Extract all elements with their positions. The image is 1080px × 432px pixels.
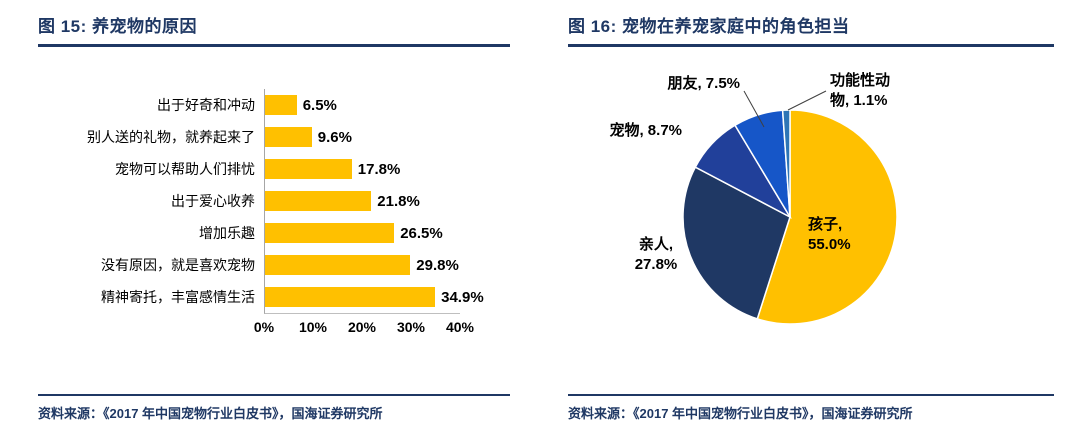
bar-value-label: 29.8% (416, 256, 459, 274)
figure-16-panel: 图 16: 宠物在养宠家庭中的角色担当 孩子, 55.0% 亲人, 27.8% 宠物, … (568, 12, 1054, 422)
pie-label-text: 孩子, (808, 216, 843, 233)
figure-15-title-rule (38, 44, 510, 47)
bar-category-label: 出于爱心收养 (171, 193, 255, 209)
bar-chart: 出于好奇和冲动别人送的礼物，就养起来了宠物可以帮助人们排忧出于爱心收养增加乐趣没… (38, 89, 510, 339)
bar-value-label: 26.5% (400, 224, 443, 242)
figure-15-panel: 图 15: 养宠物的原因 出于好奇和冲动别人送的礼物，就养起来了宠物可以帮助人们… (38, 12, 510, 422)
bar-row: 29.8% (265, 249, 460, 281)
pie-slice-1 (682, 166, 791, 320)
bar-row: 9.6% (265, 121, 460, 153)
pie-label-text: 朋友, 7.5% (667, 75, 740, 92)
bar-category-label: 精神寄托，丰富感情生活 (101, 289, 255, 305)
bar-value-label: 9.6% (317, 128, 352, 146)
x-axis-tick-label: 0% (253, 319, 275, 335)
bar-value-label: 6.5% (302, 96, 337, 114)
figure-15-footer-rule (38, 394, 510, 396)
pie-slice-4 (781, 109, 791, 218)
x-axis-tick-label: 30% (396, 319, 426, 335)
bar-category-label: 别人送的礼物，就养起来了 (87, 129, 255, 145)
figure-15-title: 图 15: 养宠物的原因 (38, 17, 198, 36)
bar-plot-column: 6.5% 9.6% 17.8% 21.8% 26.5% 29.8% 34.9% 0% 10% 20… (254, 89, 504, 339)
pie-label-2: 宠物, 8.7% (590, 121, 682, 141)
bar-row: 17.8% (265, 153, 460, 185)
x-axis-tick-label: 20% (347, 319, 377, 335)
bar-value-label: 34.9% (441, 288, 484, 306)
pie-label-text: 亲人, (638, 236, 674, 253)
figure-16-source: 资料来源：《2017 年中国宠物行业白皮书》，国海证券研究所 (568, 406, 913, 421)
bar-row: 34.9% (265, 281, 484, 313)
figure-16-title-rule (568, 44, 1054, 47)
figure-15-source: 资料来源：《2017 年中国宠物行业白皮书》，国海证券研究所 (38, 406, 383, 421)
x-axis-tick-label: 40% (445, 319, 475, 335)
pie-svg (682, 90, 898, 325)
bar (265, 287, 436, 307)
pie-leader-line (787, 90, 827, 111)
pie-chart: 孩子, 55.0% 亲人, 27.8% 宠物, 8.7% 朋友, 7.5% 功能性动物, 1… (568, 47, 1054, 359)
x-axis-tick-label: 10% (298, 319, 328, 335)
pie-leader-line (743, 90, 765, 128)
figure-16-footer-rule (568, 394, 1054, 396)
bar-row: 26.5% (265, 217, 460, 249)
figure-16-title: 图 16: 宠物在养宠家庭中的角色担当 (568, 17, 850, 36)
bar-category-labels: 出于好奇和冲动别人送的礼物，就养起来了宠物可以帮助人们排忧出于爱心收养增加乐趣没… (38, 89, 264, 339)
pie-slice-0 (756, 109, 898, 325)
pie-label-text: 物, 1.1% (830, 91, 888, 109)
bar (265, 255, 411, 275)
pie-label-0: 孩子, 55.0% (808, 215, 851, 254)
pie-label-text: 功能性动 (830, 72, 891, 89)
pie-label-4: 功能性动物, 1.1% (830, 71, 920, 110)
bar-row: 21.8% (265, 185, 460, 217)
bar (265, 191, 372, 211)
pie-label-3: 朋友, 7.5% (640, 74, 740, 94)
bar (265, 223, 395, 243)
bar (265, 159, 352, 179)
x-axis-ticks: 0% 10% 20% 30% 40% (254, 317, 474, 339)
pie-label-text: 27.8% (634, 255, 678, 273)
bar (265, 127, 312, 147)
bar-plot-area: 6.5% 9.6% 17.8% 21.8% 26.5% 29.8% 34.9% (264, 89, 484, 314)
figure-16-chart-area: 孩子, 55.0% 亲人, 27.8% 宠物, 8.7% 朋友, 7.5% 功能性动物, 1… (568, 47, 1054, 394)
pie-label-text: 宠物, 8.7% (609, 122, 682, 139)
pie-label-text: 55.0% (808, 235, 851, 253)
bar-row: 6.5% (265, 89, 460, 121)
bar (265, 95, 297, 115)
bar-category-label: 没有原因，就是喜欢宠物 (101, 257, 255, 273)
bar-value-label: 21.8% (377, 192, 420, 210)
bar-value-label: 17.8% (357, 160, 401, 178)
bar-category-label: 出于好奇和冲动 (157, 97, 255, 113)
figure-15-chart-area: 出于好奇和冲动别人送的礼物，就养起来了宠物可以帮助人们排忧出于爱心收养增加乐趣没… (38, 47, 510, 394)
bar-category-label: 宠物可以帮助人们排忧 (115, 161, 255, 177)
pie-label-1: 亲人, 27.8% (616, 235, 696, 274)
bar-category-label: 增加乐趣 (199, 225, 255, 241)
